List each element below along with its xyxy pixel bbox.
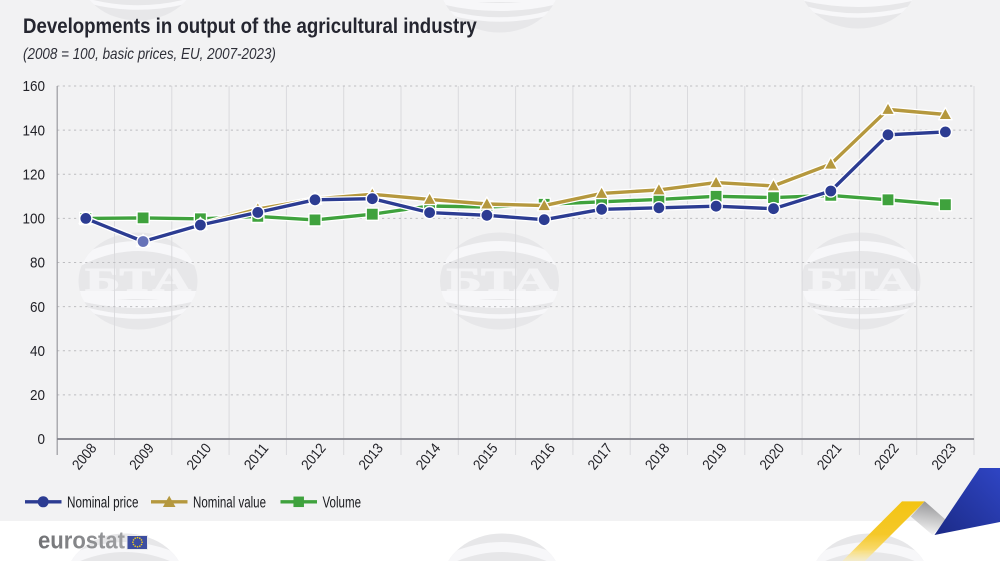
svg-text:140: 140 [23,122,46,139]
svg-text:2010: 2010 [184,441,215,473]
svg-text:40: 40 [30,343,45,360]
svg-text:Volume: Volume [323,495,362,512]
svg-text:Nominal value: Nominal value [193,495,266,512]
svg-text:2009: 2009 [127,441,158,473]
svg-text:2023: 2023 [929,441,960,473]
svg-text:80: 80 [30,255,45,272]
svg-text:2022: 2022 [872,441,903,473]
svg-text:2021: 2021 [814,441,845,473]
svg-text:120: 120 [23,166,46,183]
svg-text:20: 20 [30,387,45,404]
svg-text:2014: 2014 [413,441,444,473]
svg-text:100: 100 [23,211,46,228]
svg-text:2015: 2015 [471,441,502,473]
svg-text:160: 160 [23,78,46,95]
svg-text:2019: 2019 [700,441,731,473]
svg-text:2008: 2008 [70,441,101,473]
svg-text:2018: 2018 [643,441,674,473]
svg-text:2011: 2011 [241,441,272,473]
svg-text:0: 0 [38,431,46,448]
svg-text:2012: 2012 [299,441,330,473]
svg-text:60: 60 [30,299,45,316]
svg-text:2016: 2016 [528,441,559,473]
svg-text:Nominal price: Nominal price [67,495,139,512]
svg-text:eurostat: eurostat [38,528,125,555]
svg-text:2017: 2017 [585,441,616,473]
svg-text:2020: 2020 [757,441,788,473]
svg-text:2013: 2013 [356,441,387,473]
